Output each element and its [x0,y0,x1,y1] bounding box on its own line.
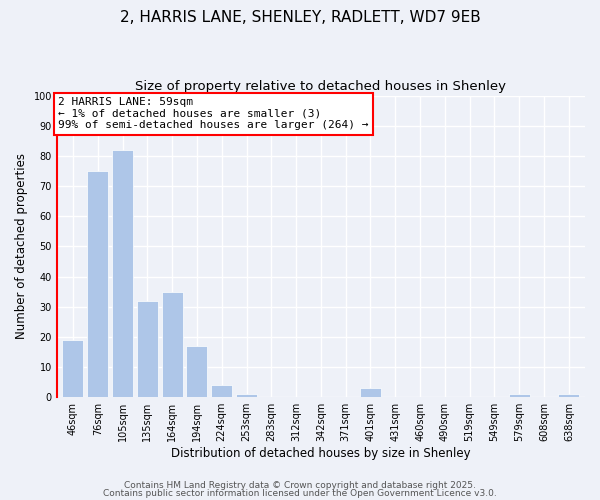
Bar [360,388,381,397]
Title: Size of property relative to detached houses in Shenley: Size of property relative to detached ho… [136,80,506,93]
Bar [62,340,83,397]
Bar [559,394,580,397]
Bar [112,150,133,397]
Bar [236,394,257,397]
Text: 2 HARRIS LANE: 59sqm
← 1% of detached houses are smaller (3)
99% of semi-detache: 2 HARRIS LANE: 59sqm ← 1% of detached ho… [58,97,368,130]
Bar [509,394,530,397]
Bar [137,300,158,397]
Bar [87,171,108,397]
Text: Contains public sector information licensed under the Open Government Licence v3: Contains public sector information licen… [103,488,497,498]
Bar [211,385,232,397]
Text: Contains HM Land Registry data © Crown copyright and database right 2025.: Contains HM Land Registry data © Crown c… [124,481,476,490]
Bar [187,346,208,397]
Bar [161,292,182,397]
Text: 2, HARRIS LANE, SHENLEY, RADLETT, WD7 9EB: 2, HARRIS LANE, SHENLEY, RADLETT, WD7 9E… [119,10,481,25]
X-axis label: Distribution of detached houses by size in Shenley: Distribution of detached houses by size … [171,447,471,460]
Y-axis label: Number of detached properties: Number of detached properties [15,154,28,340]
